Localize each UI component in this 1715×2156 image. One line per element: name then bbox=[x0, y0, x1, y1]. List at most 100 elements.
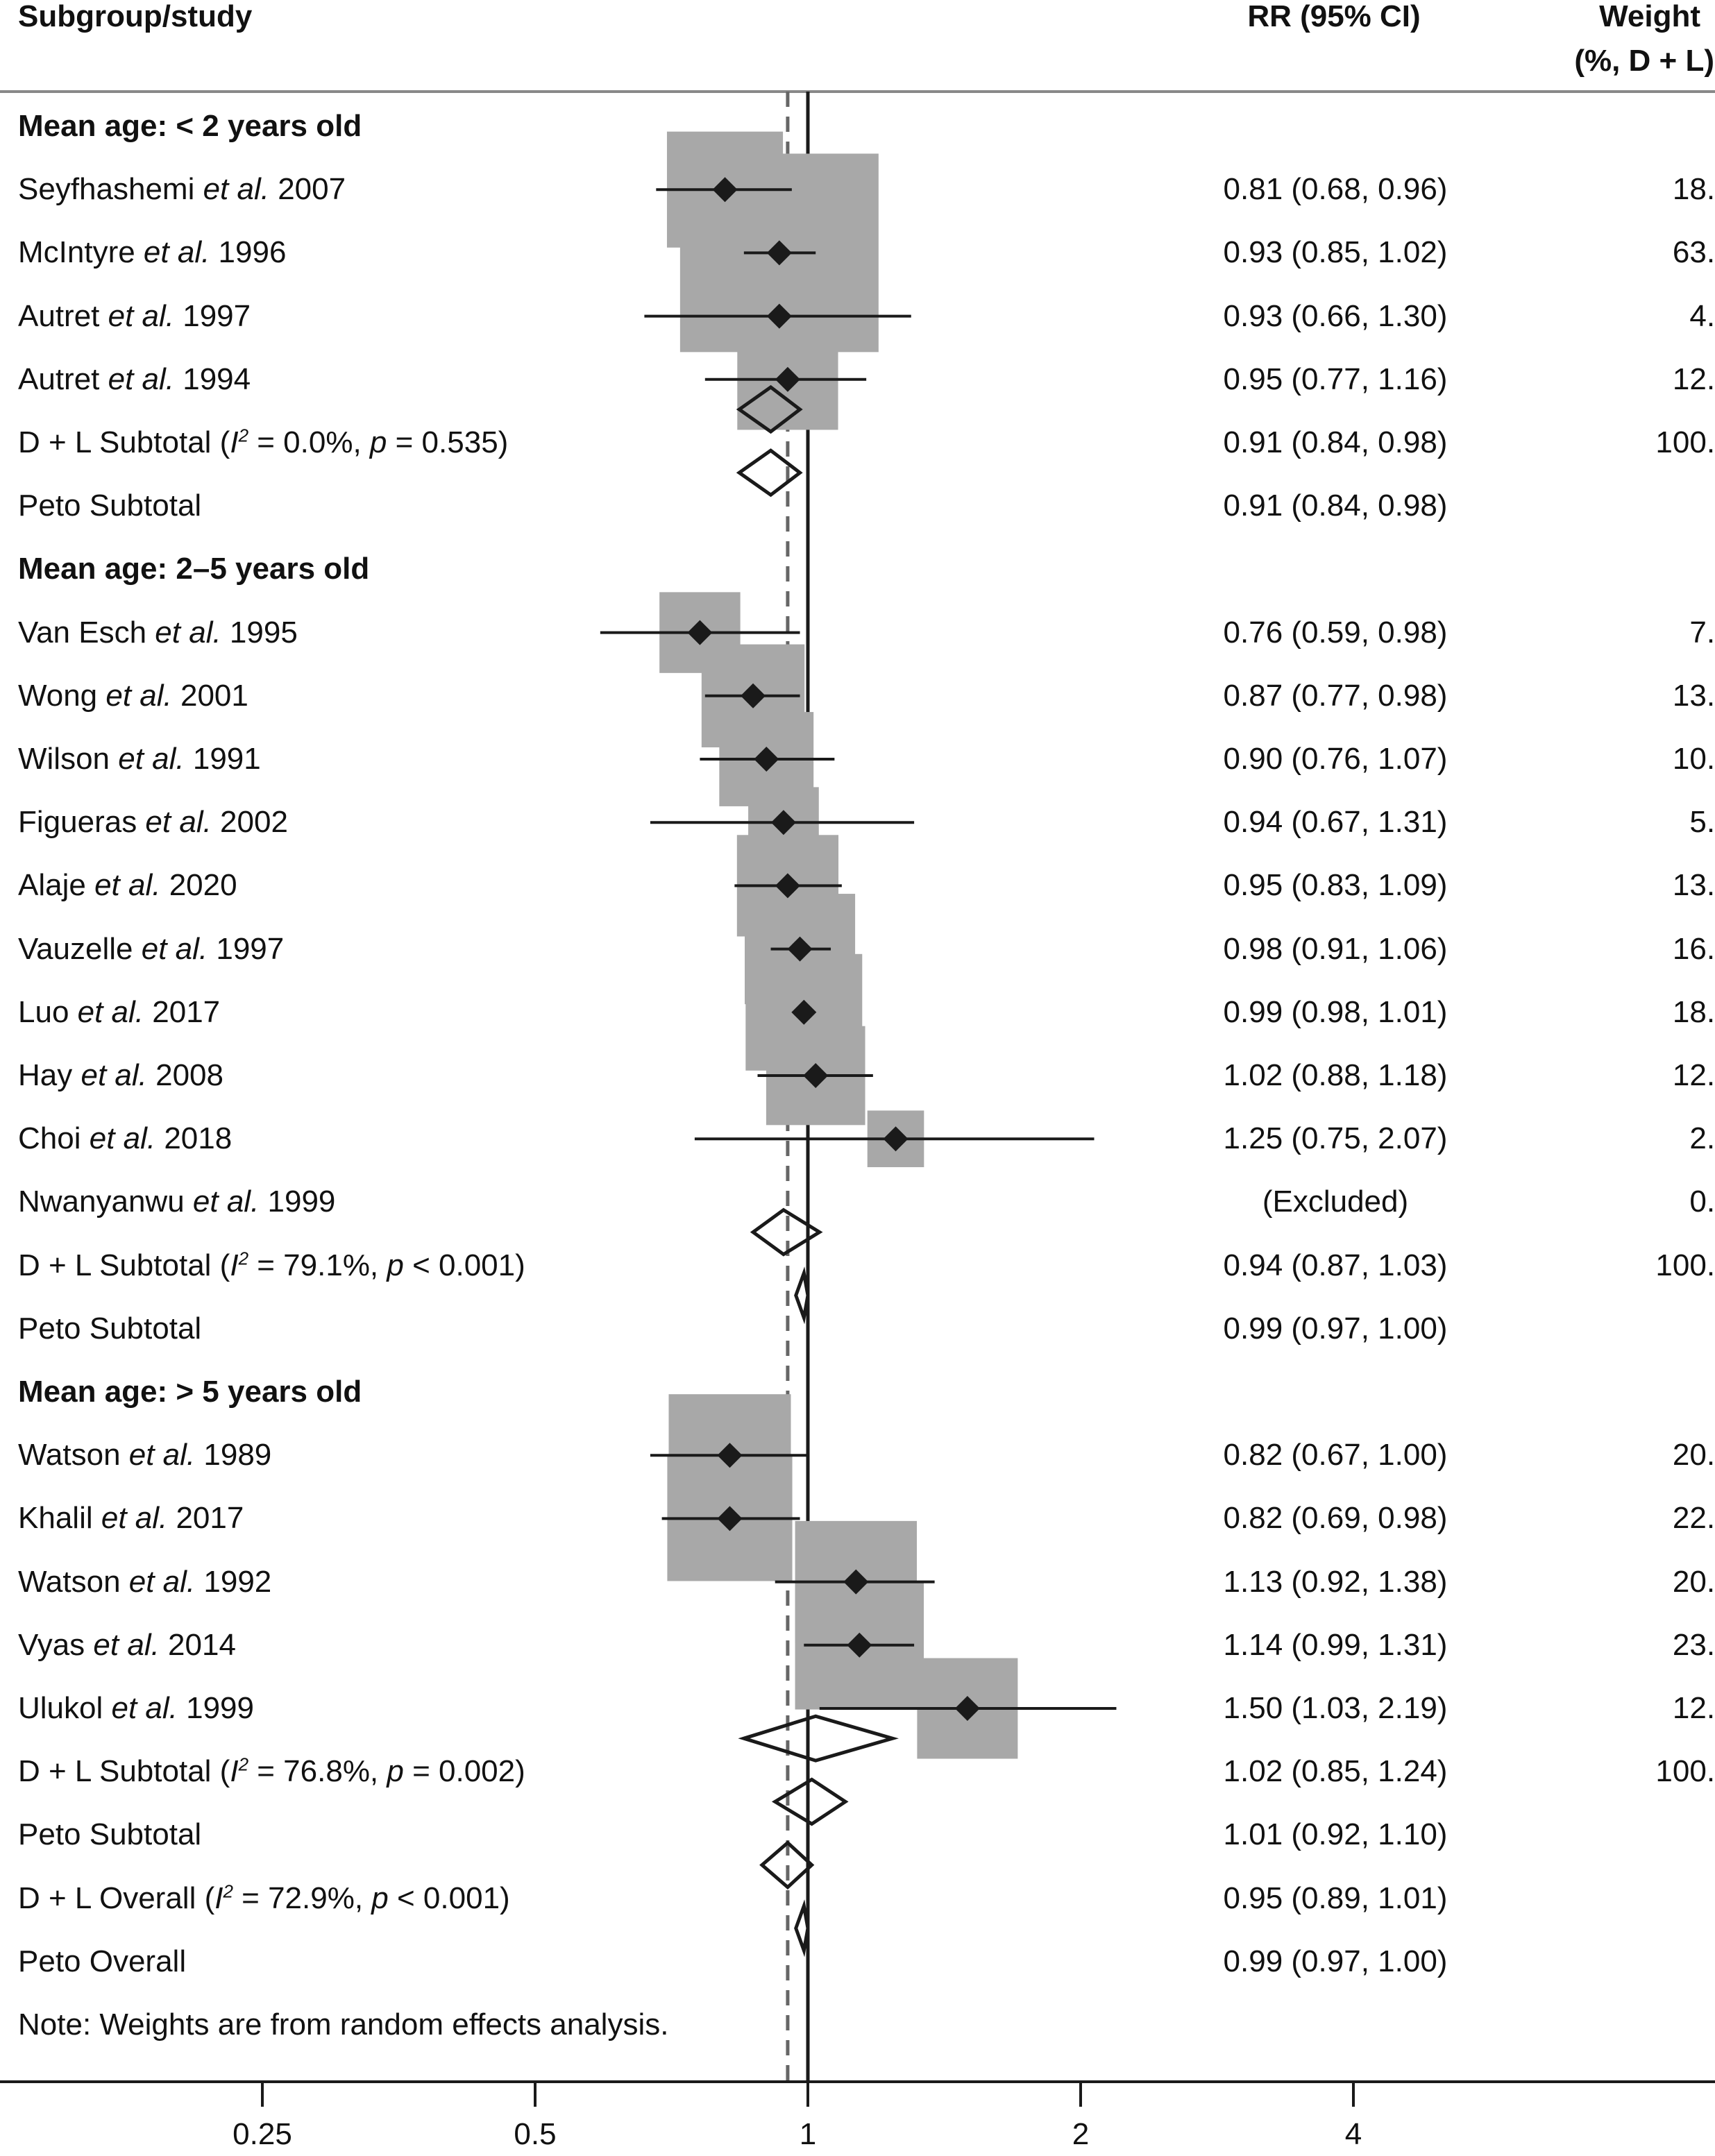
pooled-estimate-diamond bbox=[759, 1840, 815, 1890]
peto-label: Peto Overall bbox=[18, 1944, 187, 1978]
ci-value: 0.91 (0.84, 0.98) bbox=[1223, 489, 1448, 523]
point-estimate-diamond bbox=[766, 303, 792, 329]
ci-value: 0.82 (0.67, 1.00) bbox=[1223, 1438, 1448, 1472]
column-header-study: Subgroup/study bbox=[18, 0, 253, 33]
column-header-weight-unit: (%, D + L) bbox=[1574, 44, 1714, 78]
ci-value: 0.93 (0.66, 1.30) bbox=[1223, 298, 1448, 333]
weight-value: 12.39 bbox=[1672, 1058, 1715, 1092]
study-label: Luo et al. 2017 bbox=[18, 994, 221, 1029]
ci-value: 0.76 (0.59, 0.98) bbox=[1223, 615, 1448, 650]
ci-value: 1.13 (0.92, 1.38) bbox=[1223, 1564, 1448, 1599]
weight-value: 0.00 bbox=[1689, 1185, 1715, 1219]
study-label: Wong et al. 2001 bbox=[18, 678, 248, 713]
study-label: Khalil et al. 2017 bbox=[18, 1501, 244, 1536]
study-label: Van Esch et al. 1995 bbox=[18, 615, 298, 650]
pooled-estimate-diamond bbox=[736, 448, 803, 498]
point-estimate-diamond bbox=[775, 873, 800, 899]
ci-value: 0.81 (0.68, 0.96) bbox=[1223, 172, 1448, 207]
point-estimate-diamond bbox=[803, 1063, 829, 1088]
study-label: McIntyre et al. 1996 bbox=[18, 235, 287, 270]
point-estimate-diamond bbox=[717, 1443, 743, 1468]
weight-value: 63.98 bbox=[1672, 235, 1715, 270]
study-label: Figueras et al. 2002 bbox=[18, 805, 288, 840]
weight-value: 4.69 bbox=[1689, 298, 1715, 333]
weight-value: 18.36 bbox=[1672, 172, 1715, 207]
ci-value: 0.91 (0.84, 0.98) bbox=[1223, 425, 1448, 459]
subgroup-header: Mean age: > 5 years old bbox=[18, 1375, 362, 1409]
weight-value: 2.60 bbox=[1689, 1121, 1715, 1156]
point-estimate-diamond bbox=[687, 620, 713, 645]
weight-value: 7.30 bbox=[1689, 615, 1715, 650]
point-estimate-diamond bbox=[766, 240, 792, 266]
weight-value: 10.94 bbox=[1672, 742, 1715, 776]
point-estimate-diamond bbox=[717, 1506, 743, 1531]
ci-value: 1.50 (1.03, 2.19) bbox=[1223, 1691, 1448, 1725]
column-header-ci: RR (95% CI) bbox=[1247, 0, 1421, 33]
ci-value: 1.02 (0.88, 1.18) bbox=[1223, 1058, 1448, 1092]
weight-value: 20.82 bbox=[1672, 1438, 1715, 1472]
x-tick-label: 0.5 bbox=[514, 2117, 557, 2151]
weight-value: 100.00 bbox=[1655, 425, 1715, 459]
subgroup-header: Mean age: < 2 years old bbox=[18, 109, 362, 143]
pooled-estimate-diamond bbox=[771, 1777, 849, 1826]
weight-value: 12.91 bbox=[1672, 1691, 1715, 1725]
ci-value: 0.94 (0.87, 1.03) bbox=[1223, 1248, 1448, 1282]
x-tick-label: 2 bbox=[1072, 2117, 1090, 2151]
weight-value: 18.59 bbox=[1672, 994, 1715, 1029]
x-tick-label: 0.25 bbox=[233, 2117, 292, 2151]
study-label: Autret et al. 1997 bbox=[18, 298, 251, 333]
pooled-label: D + L Overall (I2 = 72.9%, p < 0.001) bbox=[18, 1880, 510, 1915]
study-label: Vauzelle et al. 1997 bbox=[18, 931, 285, 966]
weight-value: 13.70 bbox=[1672, 678, 1715, 713]
weight-value: 5.02 bbox=[1689, 805, 1715, 840]
point-estimate-diamond bbox=[883, 1126, 909, 1152]
study-label: Vyas et al. 2014 bbox=[18, 1627, 236, 1662]
weight-value: 20.66 bbox=[1672, 1564, 1715, 1599]
point-estimate-diamond bbox=[775, 366, 800, 392]
pooled-estimate-diamond bbox=[750, 1207, 823, 1257]
pooled-label: D + L Subtotal (I2 = 0.0%, p = 0.535) bbox=[18, 425, 509, 459]
pooled-estimate-diamond bbox=[794, 1899, 810, 1958]
study-label: Hay et al. 2008 bbox=[18, 1058, 223, 1092]
pooled-label: D + L Subtotal (I2 = 76.8%, p = 0.002) bbox=[18, 1754, 525, 1789]
study-label: Wilson et al. 1991 bbox=[18, 742, 261, 776]
study-label: Choi et al. 2018 bbox=[18, 1121, 233, 1156]
point-estimate-diamond bbox=[847, 1632, 872, 1658]
ci-value: 0.95 (0.77, 1.16) bbox=[1223, 362, 1448, 396]
ci-value: 0.99 (0.98, 1.01) bbox=[1223, 994, 1448, 1029]
peto-label: Peto Subtotal bbox=[18, 489, 202, 523]
x-tick-label: 4 bbox=[1344, 2117, 1362, 2151]
ci-value: 1.14 (0.99, 1.31) bbox=[1223, 1627, 1448, 1662]
weight-value: 23.60 bbox=[1672, 1627, 1715, 1662]
ci-value: 0.95 (0.83, 1.09) bbox=[1223, 868, 1448, 903]
weight-value: 12.97 bbox=[1672, 362, 1715, 396]
column-header-weight: Weight bbox=[1599, 0, 1700, 33]
ci-value: 1.25 (0.75, 2.07) bbox=[1223, 1121, 1448, 1156]
point-estimate-diamond bbox=[741, 683, 766, 708]
footnote: Note: Weights are from random effects an… bbox=[18, 2008, 669, 2042]
ci-value: 1.02 (0.85, 1.24) bbox=[1223, 1754, 1448, 1789]
point-estimate-diamond bbox=[712, 177, 738, 203]
point-estimate-diamond bbox=[770, 810, 796, 835]
weight-value: 100.00 bbox=[1655, 1248, 1715, 1282]
pooled-estimate-diamond bbox=[736, 384, 803, 434]
weight-value: 16.27 bbox=[1672, 931, 1715, 966]
study-label: Ulukol et al. 1999 bbox=[18, 1691, 254, 1725]
ci-value: (Excluded) bbox=[1262, 1185, 1409, 1219]
weight-value: 100.00 bbox=[1655, 1754, 1715, 1789]
ci-value: 0.99 (0.97, 1.00) bbox=[1223, 1311, 1448, 1346]
x-tick-label: 1 bbox=[799, 2117, 817, 2151]
point-estimate-diamond bbox=[787, 936, 813, 962]
ci-value: 0.93 (0.85, 1.02) bbox=[1223, 235, 1448, 270]
study-label: Watson et al. 1992 bbox=[18, 1564, 272, 1599]
ci-value: 1.01 (0.92, 1.10) bbox=[1223, 1817, 1448, 1852]
subgroup-header: Mean age: 2–5 years old bbox=[18, 552, 370, 586]
weight-value: 13.19 bbox=[1672, 868, 1715, 903]
ci-value: 0.99 (0.97, 1.00) bbox=[1223, 1944, 1448, 1978]
study-label: Alaje et al. 2020 bbox=[18, 868, 237, 903]
ci-value: 0.82 (0.69, 0.98) bbox=[1223, 1501, 1448, 1536]
ci-value: 0.90 (0.76, 1.07) bbox=[1223, 742, 1448, 776]
point-estimate-diamond bbox=[954, 1696, 980, 1721]
